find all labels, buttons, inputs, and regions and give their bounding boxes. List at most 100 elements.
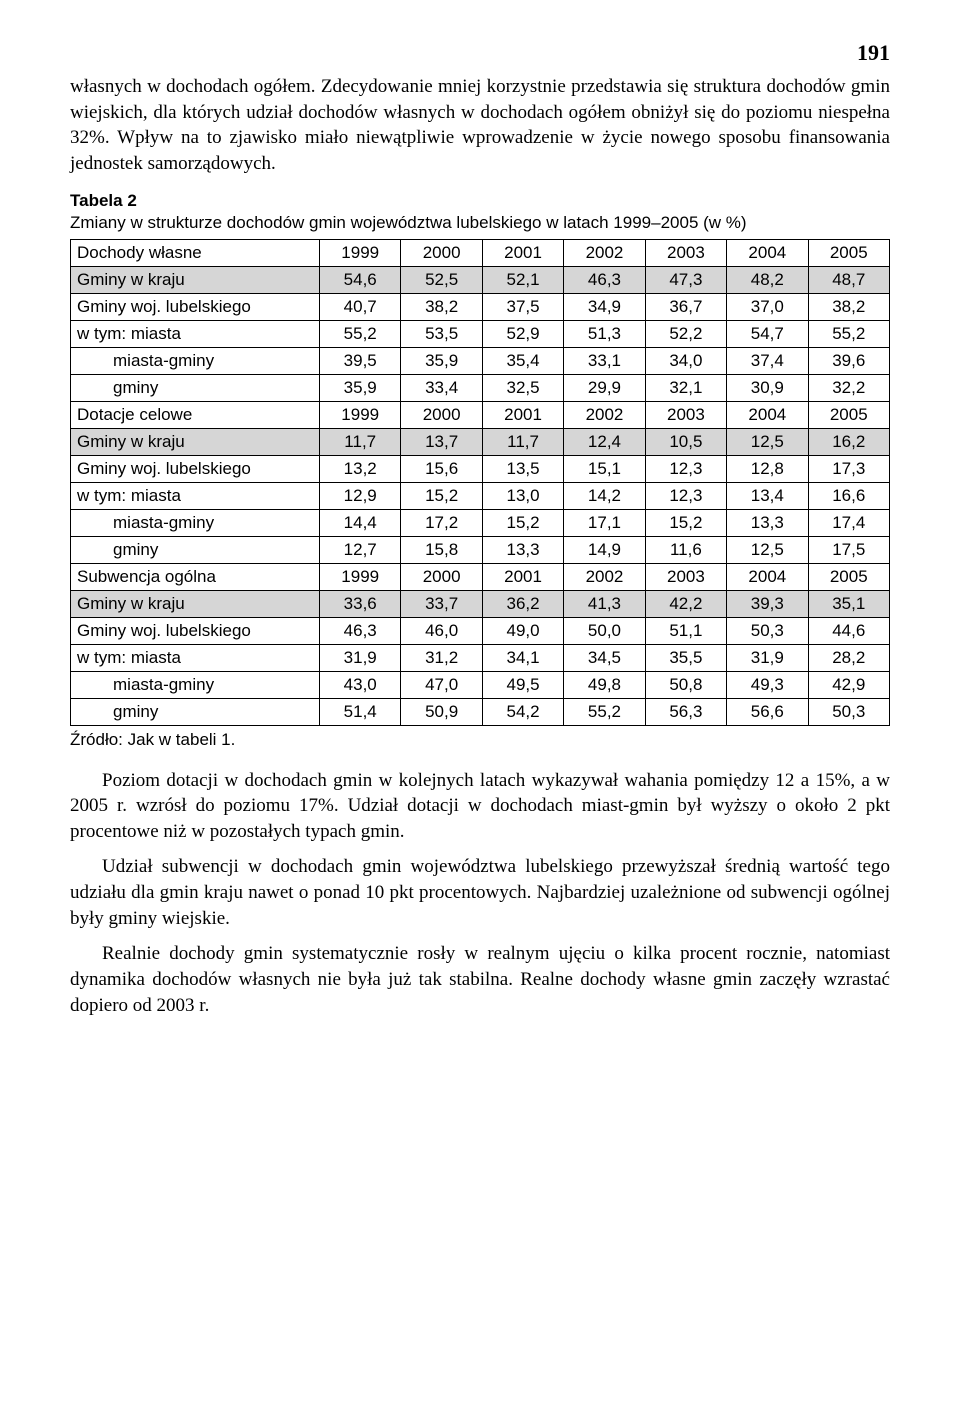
- table-row: Dochody własne19992000200120022003200420…: [71, 239, 890, 266]
- table-cell: w tym: miasta: [71, 644, 320, 671]
- paragraph-2: Poziom dotacji w dochodach gmin w kolejn…: [70, 768, 890, 845]
- table-cell: 16,2: [808, 428, 889, 455]
- table-cell: 50,8: [645, 671, 726, 698]
- table-row: Gminy woj. lubelskiego40,738,237,534,936…: [71, 293, 890, 320]
- table-cell: 2003: [645, 563, 726, 590]
- table-row: Gminy w kraju54,652,552,146,347,348,248,…: [71, 266, 890, 293]
- table-cell: 13,3: [727, 509, 808, 536]
- page: 191 własnych w dochodach ogółem. Zdecydo…: [0, 0, 960, 1088]
- table-cell: 13,4: [727, 482, 808, 509]
- table-row: miasta-gminy43,047,049,549,850,849,342,9: [71, 671, 890, 698]
- table-cell: 2005: [808, 401, 889, 428]
- table-cell: 36,7: [645, 293, 726, 320]
- table-cell: 52,9: [482, 320, 563, 347]
- table-row: Gminy w kraju11,713,711,712,410,512,516,…: [71, 428, 890, 455]
- table-cell: 33,1: [564, 347, 645, 374]
- table-cell: 1999: [320, 401, 401, 428]
- table-cell: 34,1: [482, 644, 563, 671]
- table-cell: 17,3: [808, 455, 889, 482]
- table-cell: 56,6: [727, 698, 808, 725]
- table-row: w tym: miasta31,931,234,134,535,531,928,…: [71, 644, 890, 671]
- table-cell: 46,0: [401, 617, 482, 644]
- table-cell: 2003: [645, 401, 726, 428]
- table-cell: 13,2: [320, 455, 401, 482]
- table-cell: 15,2: [482, 509, 563, 536]
- table-cell: 54,6: [320, 266, 401, 293]
- table-row: Gminy w kraju33,633,736,241,342,239,335,…: [71, 590, 890, 617]
- paragraph-4: Realnie dochody gmin systematycznie rosł…: [70, 941, 890, 1018]
- table-cell: 35,5: [645, 644, 726, 671]
- table-cell: 12,9: [320, 482, 401, 509]
- table-row: gminy12,715,813,314,911,612,517,5: [71, 536, 890, 563]
- table-cell: Gminy w kraju: [71, 428, 320, 455]
- table-cell: 2001: [482, 401, 563, 428]
- table-cell: 50,9: [401, 698, 482, 725]
- table-cell: 15,6: [401, 455, 482, 482]
- page-number: 191: [70, 40, 890, 66]
- table-cell: Dochody własne: [71, 239, 320, 266]
- table-row: Gminy woj. lubelskiego46,346,049,050,051…: [71, 617, 890, 644]
- table-cell: 10,5: [645, 428, 726, 455]
- table-row: Gminy woj. lubelskiego13,215,613,515,112…: [71, 455, 890, 482]
- table-cell: 16,6: [808, 482, 889, 509]
- table-cell: 2004: [727, 239, 808, 266]
- table-cell: 38,2: [401, 293, 482, 320]
- table-cell: 38,2: [808, 293, 889, 320]
- table-cell: 34,5: [564, 644, 645, 671]
- table-cell: 44,6: [808, 617, 889, 644]
- table-row: w tym: miasta55,253,552,951,352,254,755,…: [71, 320, 890, 347]
- table-cell: 2004: [727, 401, 808, 428]
- table-cell: 11,6: [645, 536, 726, 563]
- table-cell: 14,2: [564, 482, 645, 509]
- data-table: Dochody własne19992000200120022003200420…: [70, 239, 890, 726]
- table-cell: 2000: [401, 239, 482, 266]
- table-cell: 31,9: [727, 644, 808, 671]
- table-caption-label: Tabela 2: [70, 191, 890, 211]
- table-cell: gminy: [71, 374, 320, 401]
- table-cell: 15,2: [401, 482, 482, 509]
- table-cell: 17,1: [564, 509, 645, 536]
- table-cell: 33,7: [401, 590, 482, 617]
- table-cell: 54,7: [727, 320, 808, 347]
- table-row: Subwencja ogólna199920002001200220032004…: [71, 563, 890, 590]
- table-cell: 29,9: [564, 374, 645, 401]
- table-row: Dotacje celowe19992000200120022003200420…: [71, 401, 890, 428]
- table-cell: Gminy w kraju: [71, 266, 320, 293]
- table-caption-text: Zmiany w strukturze dochodów gmin wojewó…: [70, 213, 890, 233]
- table-cell: 17,2: [401, 509, 482, 536]
- table-cell: 14,9: [564, 536, 645, 563]
- table-cell: 1999: [320, 563, 401, 590]
- table-cell: 2002: [564, 401, 645, 428]
- table-cell: 15,8: [401, 536, 482, 563]
- table-cell: 33,6: [320, 590, 401, 617]
- table-cell: 13,7: [401, 428, 482, 455]
- table-row: gminy51,450,954,255,256,356,650,3: [71, 698, 890, 725]
- table-cell: 35,9: [401, 347, 482, 374]
- table-cell: 50,0: [564, 617, 645, 644]
- table-cell: 36,2: [482, 590, 563, 617]
- table-cell: 12,5: [727, 428, 808, 455]
- table-cell: 2000: [401, 401, 482, 428]
- table-cell: 56,3: [645, 698, 726, 725]
- table-cell: 40,7: [320, 293, 401, 320]
- table-cell: 13,5: [482, 455, 563, 482]
- table-cell: Gminy woj. lubelskiego: [71, 617, 320, 644]
- table-cell: 49,3: [727, 671, 808, 698]
- table-cell: 17,5: [808, 536, 889, 563]
- table-cell: 47,3: [645, 266, 726, 293]
- table-cell: 55,2: [564, 698, 645, 725]
- table-row: miasta-gminy14,417,215,217,115,213,317,4: [71, 509, 890, 536]
- table-cell: 15,2: [645, 509, 726, 536]
- table-cell: 47,0: [401, 671, 482, 698]
- table-cell: 46,3: [320, 617, 401, 644]
- table-cell: 39,5: [320, 347, 401, 374]
- table-cell: 52,2: [645, 320, 726, 347]
- table-cell: 35,1: [808, 590, 889, 617]
- table-cell: Subwencja ogólna: [71, 563, 320, 590]
- table-cell: 11,7: [482, 428, 563, 455]
- paragraph-3: Udział subwencji w dochodach gmin wojewó…: [70, 854, 890, 931]
- table-cell: miasta-gminy: [71, 509, 320, 536]
- table-cell: 2000: [401, 563, 482, 590]
- table-cell: 48,7: [808, 266, 889, 293]
- table-row: gminy35,933,432,529,932,130,932,2: [71, 374, 890, 401]
